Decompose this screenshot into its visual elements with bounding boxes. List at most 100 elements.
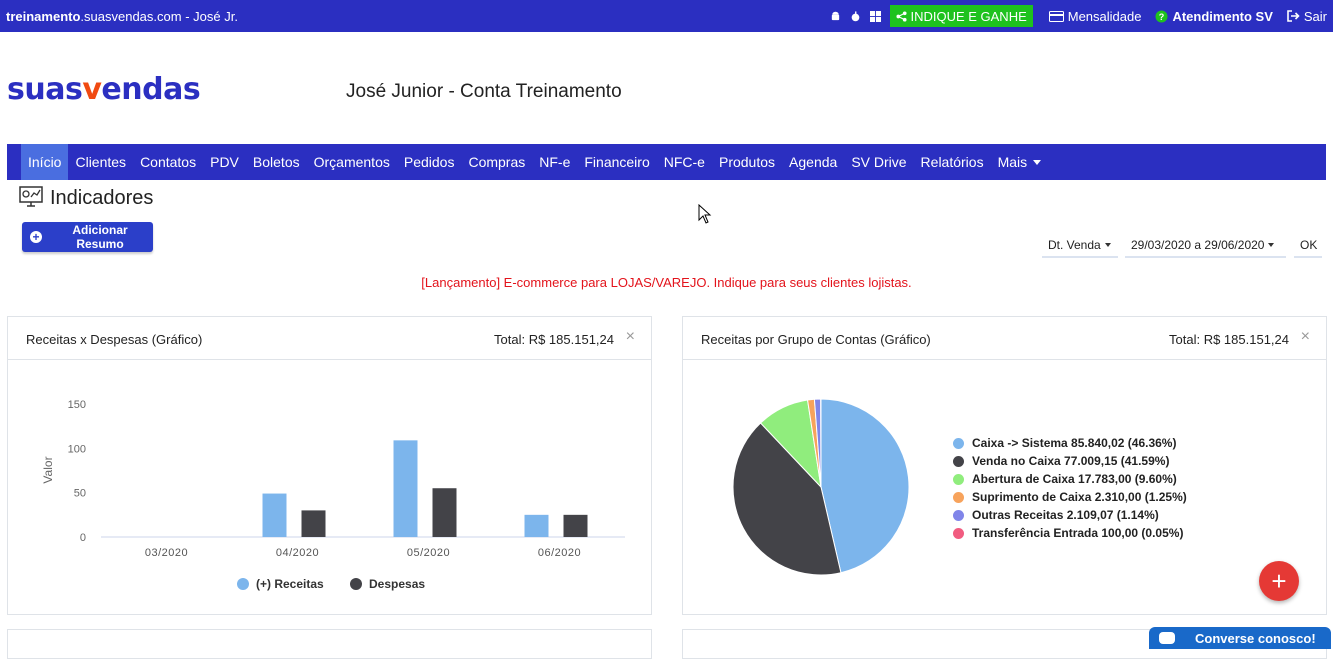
credit-card-icon — [1049, 11, 1064, 22]
add-fab-button[interactable]: + — [1259, 561, 1299, 601]
atendimento-label: Atendimento SV — [1172, 9, 1272, 24]
legend-label[interactable]: Despesas — [369, 577, 425, 591]
domain-bold: treinamento — [6, 9, 80, 24]
nav-item-0[interactable]: Início — [21, 144, 68, 180]
legend-marker — [953, 474, 964, 485]
pie-legend-item[interactable]: Venda no Caixa 77.009,15 (41.59%) — [953, 452, 1187, 470]
y-tick-label: 50 — [74, 488, 86, 500]
nav-item-4[interactable]: Boletos — [246, 144, 307, 180]
sair-link[interactable]: Sair — [1287, 9, 1327, 24]
legend-label: Venda no Caixa 77.009,15 (41.59%) — [972, 452, 1169, 470]
legend-marker — [350, 578, 362, 590]
nav-item-14[interactable]: Relatórios — [914, 144, 991, 180]
nav-item-3[interactable]: PDV — [203, 144, 246, 180]
legend-marker — [953, 456, 964, 467]
mensalidade-label: Mensalidade — [1068, 9, 1142, 24]
account-name: José Junior - Conta Treinamento — [346, 81, 622, 103]
promo-banner[interactable]: [Lançamento] E-commerce para LOJAS/VAREJ… — [0, 275, 1333, 290]
domain-rest: .suasvendas.com — [80, 9, 181, 24]
legend-marker — [953, 510, 964, 521]
nav-item-2[interactable]: Contatos — [133, 144, 203, 180]
nav-item-9[interactable]: Financeiro — [577, 144, 656, 180]
y-tick-label: 0 — [80, 532, 86, 544]
pie-legend-item[interactable]: Transferência Entrada 100,00 (0.05%) — [953, 524, 1187, 542]
legend-label: Suprimento de Caixa 2.310,00 (1.25%) — [972, 488, 1187, 506]
pie-legend-item[interactable]: Outras Receitas 2.109,07 (1.14%) — [953, 506, 1187, 524]
legend-marker — [953, 438, 964, 449]
chat-label: Converse conosco! — [1195, 631, 1316, 646]
caret-down-icon — [1268, 243, 1274, 247]
x-tick-label: 06/2020 — [538, 547, 581, 559]
receitas-despesas-card: Receitas x Despesas (Gráfico) Total: R$ … — [7, 316, 652, 615]
nav-item-5[interactable]: Orçamentos — [307, 144, 397, 180]
indique-label: INDIQUE E GANHE — [910, 9, 1026, 24]
logo-v: v — [82, 72, 101, 107]
filter-ok-button[interactable]: OK — [1294, 234, 1322, 258]
pie-legend-item[interactable]: Abertura de Caixa 17.783,00 (9.60%) — [953, 470, 1187, 488]
add-resumo-button[interactable]: + Adicionar Resumo — [22, 222, 153, 252]
bar-receitas[interactable] — [394, 440, 418, 537]
top-bar: treinamento.suasvendas.com - José Jr. IN… — [0, 0, 1333, 32]
add-resumo-label: Adicionar Resumo — [47, 223, 153, 251]
close-icon[interactable]: × — [626, 328, 635, 346]
mensalidade-link[interactable]: Mensalidade — [1049, 9, 1142, 24]
bar-despesas[interactable] — [564, 515, 588, 537]
nav-item-13[interactable]: SV Drive — [844, 144, 913, 180]
date-range-label: 29/03/2020 a 29/06/2020 — [1131, 238, 1264, 252]
nav-item-7[interactable]: Compras — [461, 144, 532, 180]
y-tick-label: 100 — [68, 443, 86, 455]
android-icon[interactable] — [830, 11, 841, 22]
help-icon: ? — [1155, 10, 1168, 23]
caret-down-icon — [1105, 243, 1111, 247]
card-header: Receitas por Grupo de Contas (Gráfico) T… — [683, 317, 1326, 360]
legend-marker — [953, 528, 964, 539]
bar-receitas[interactable] — [263, 494, 287, 537]
dashboard-icon — [19, 186, 43, 208]
atendimento-link[interactable]: ? Atendimento SV — [1155, 9, 1272, 24]
nav-item-15[interactable]: Mais — [991, 144, 1049, 180]
date-type-dropdown[interactable]: Dt. Venda — [1042, 234, 1118, 258]
legend-label: Abertura de Caixa 17.783,00 (9.60%) — [972, 470, 1177, 488]
indique-ganhe-button[interactable]: INDIQUE E GANHE — [890, 5, 1032, 27]
page-title: Indicadores — [50, 187, 153, 210]
logo-part2: endas — [101, 72, 200, 107]
nav-item-11[interactable]: Produtos — [712, 144, 782, 180]
legend-label: Outras Receitas 2.109,07 (1.14%) — [972, 506, 1159, 524]
share-icon — [896, 11, 907, 22]
pie-chart — [683, 360, 943, 614]
legend-label[interactable]: (+) Receitas — [256, 577, 324, 591]
date-range-dropdown[interactable]: 29/03/2020 a 29/06/2020 — [1125, 234, 1286, 258]
logo-part1: suas — [7, 72, 82, 107]
pie-legend-item[interactable]: Caixa -> Sistema 85.840,02 (46.36%) — [953, 434, 1187, 452]
nav-item-1[interactable]: Clientes — [68, 144, 133, 180]
bar-receitas[interactable] — [525, 515, 549, 537]
nav-item-6[interactable]: Pedidos — [397, 144, 462, 180]
date-type-label: Dt. Venda — [1048, 238, 1101, 252]
bar-despesas[interactable] — [433, 488, 457, 537]
y-tick-label: 150 — [68, 399, 86, 411]
sair-label: Sair — [1304, 9, 1327, 24]
legend-label: Caixa -> Sistema 85.840,02 (46.36%) — [972, 434, 1176, 452]
x-tick-label: 03/2020 — [145, 547, 188, 559]
nav-item-12[interactable]: Agenda — [782, 144, 844, 180]
pie-legend-item[interactable]: Suprimento de Caixa 2.310,00 (1.25%) — [953, 488, 1187, 506]
legend-label: Transferência Entrada 100,00 (0.05%) — [972, 524, 1183, 542]
windows-icon[interactable] — [870, 11, 881, 22]
suasvendas-logo[interactable]: suasvendas — [7, 72, 200, 107]
nav-item-8[interactable]: NF-e — [532, 144, 577, 180]
close-icon[interactable]: × — [1301, 328, 1310, 346]
legend-marker — [237, 578, 249, 590]
plus-circle-icon: + — [30, 231, 42, 243]
apple-icon[interactable] — [850, 11, 861, 22]
logout-icon — [1287, 10, 1300, 22]
card-header: Receitas x Despesas (Gráfico) Total: R$ … — [8, 317, 651, 360]
next-card-left — [7, 629, 652, 659]
bar-despesas[interactable] — [302, 510, 326, 537]
card-total: Total: R$ 185.151,24 — [1169, 332, 1289, 347]
card-title: Receitas por Grupo de Contas (Gráfico) — [701, 332, 931, 347]
site-domain: treinamento.suasvendas.com - José Jr. — [6, 9, 238, 24]
nav-item-10[interactable]: NFC-e — [657, 144, 712, 180]
chat-button[interactable]: Converse conosco! — [1149, 627, 1331, 649]
x-tick-label: 04/2020 — [276, 547, 319, 559]
